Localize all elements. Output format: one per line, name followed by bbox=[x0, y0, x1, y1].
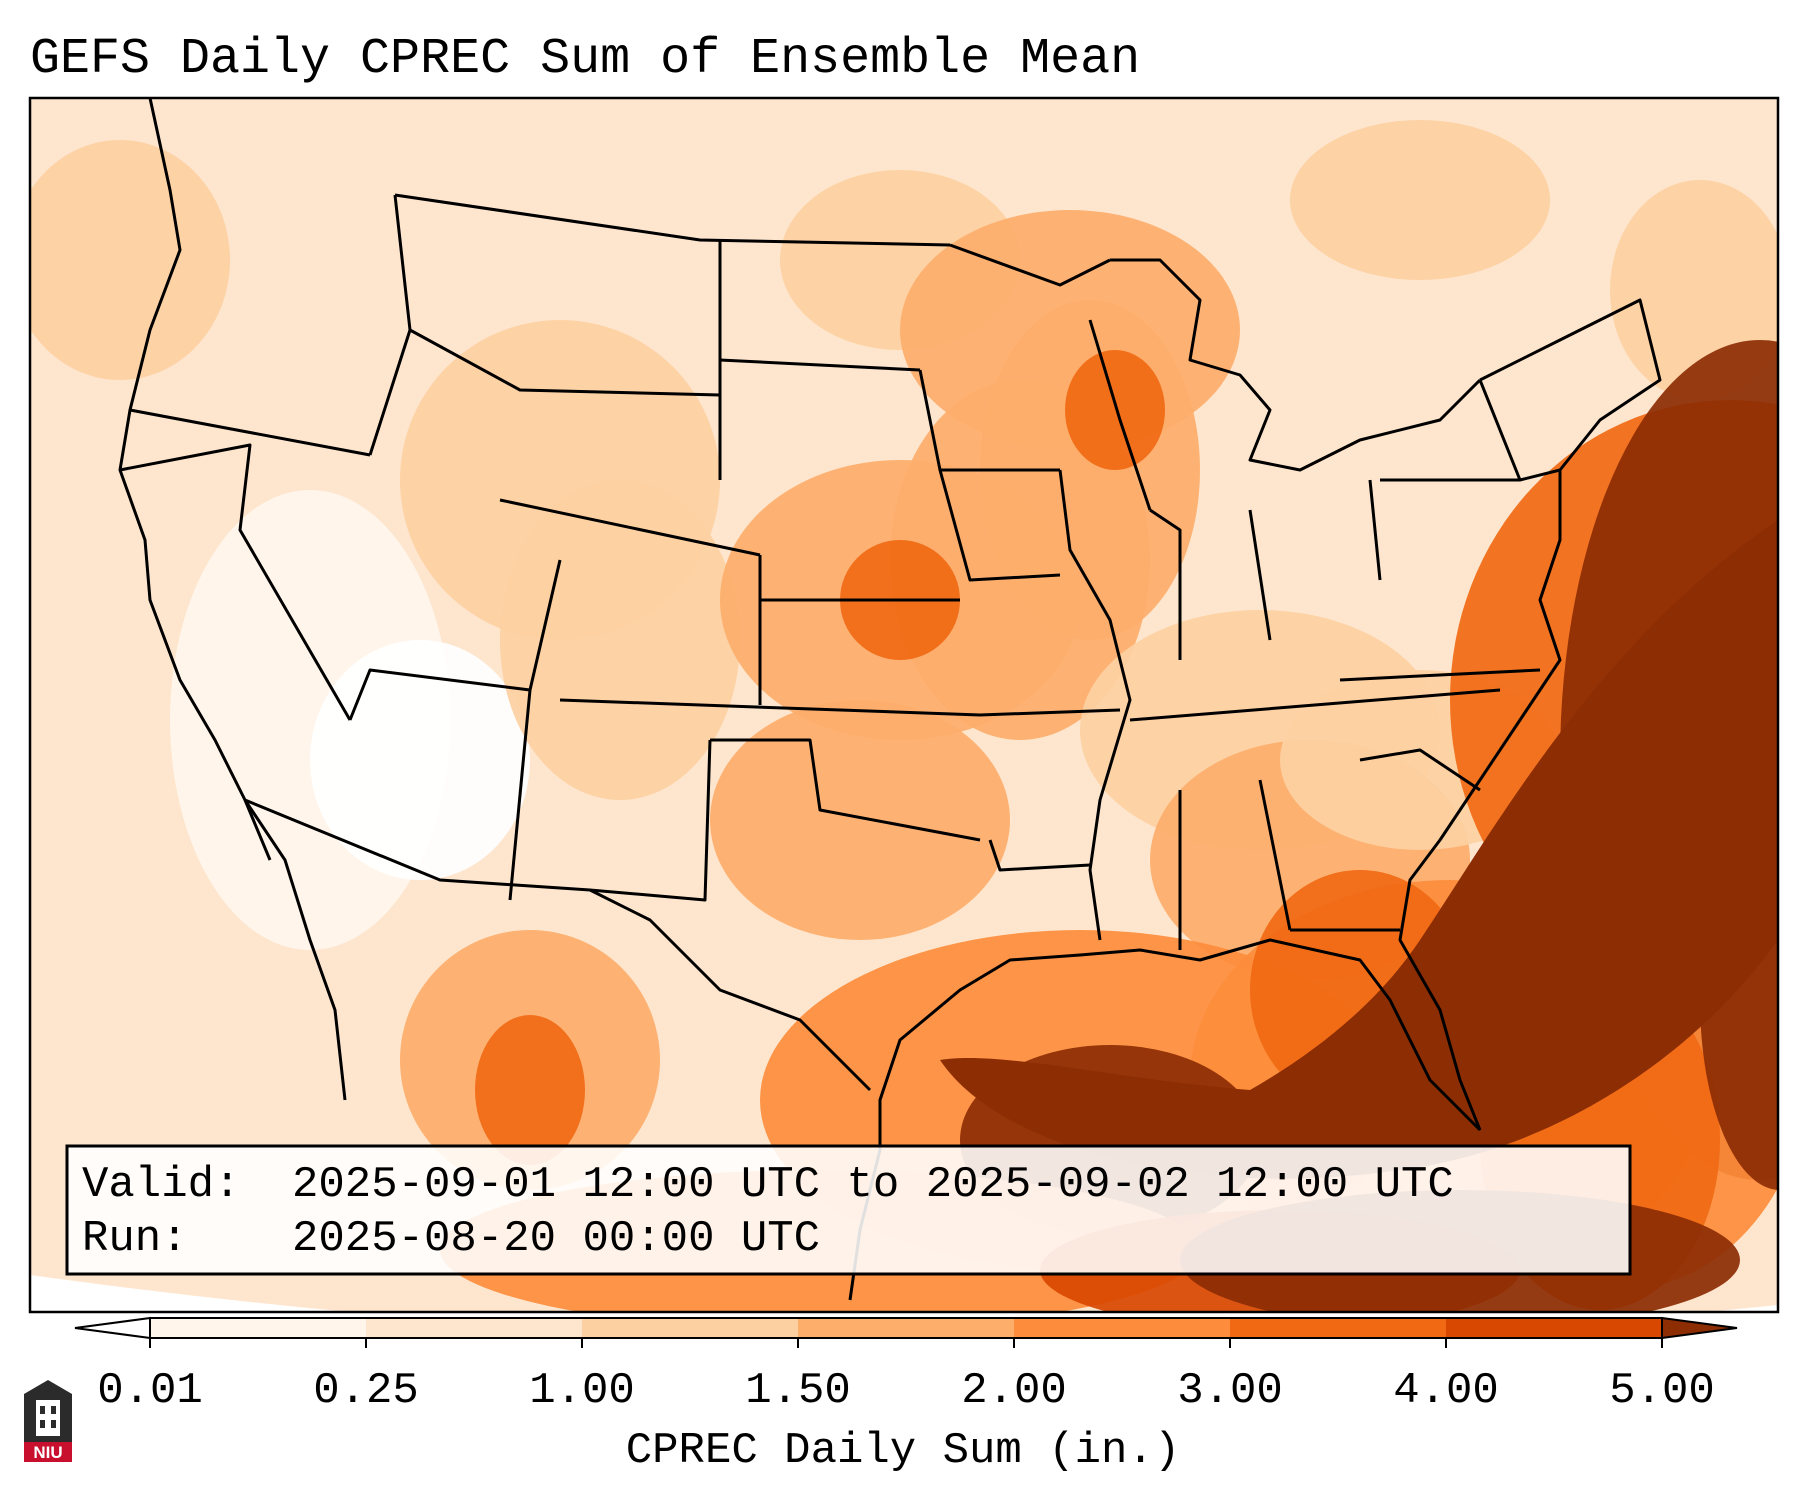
colorbar-tick-label: 5.00 bbox=[1609, 1366, 1715, 1416]
boundary-ks-ok bbox=[559, 698, 981, 717]
niu-logo: NIU bbox=[24, 1380, 72, 1462]
colorbar-tick-label: 1.50 bbox=[745, 1366, 851, 1416]
boundary-great-lakes bbox=[1110, 258, 1482, 472]
colorbar-frame bbox=[149, 1317, 1663, 1339]
boundary-al-ga bbox=[1258, 779, 1292, 931]
colorbar-segment bbox=[1014, 1318, 1231, 1338]
map-panel: Valid: 2025-09-01 12:00 UTC to 2025-09-0… bbox=[28, 96, 1780, 1314]
boundary-mo-ar bbox=[979, 708, 1121, 717]
boundary-mt-wy bbox=[409, 328, 721, 397]
colorbar: 0.01 0.25 1.00 1.50 2.00 3.00 4.00 5.00 bbox=[74, 1316, 1738, 1416]
boundary-ok-tx bbox=[710, 738, 981, 842]
boundary-sc-nc bbox=[1359, 748, 1481, 792]
boundary-va-nc bbox=[1339, 668, 1541, 682]
boundary-wy-co bbox=[499, 498, 761, 557]
boundary-mississippi bbox=[1058, 469, 1132, 941]
state-boundaries bbox=[118, 98, 1662, 1301]
boundary-in-oh bbox=[1248, 509, 1272, 641]
colorbar-label: CPREC Daily Sum (in.) bbox=[626, 1426, 1181, 1476]
boundary-ky-tn bbox=[1129, 688, 1501, 722]
boundary-coast-gulf bbox=[878, 938, 1482, 1150]
boundary-coast-atlantic bbox=[1398, 298, 1662, 1131]
colorbar-segment bbox=[1446, 1318, 1663, 1338]
colorbar-over-arrow bbox=[1661, 1316, 1738, 1340]
boundary-az-nm bbox=[508, 689, 532, 901]
niu-logo-banner bbox=[24, 1442, 72, 1462]
niu-logo-text: NIU bbox=[33, 1443, 62, 1462]
map-frame bbox=[28, 96, 1780, 1314]
colorbar-tick-label: 0.01 bbox=[97, 1366, 203, 1416]
boundary-canada-border-east bbox=[949, 243, 1111, 287]
boundary-nd-sd bbox=[719, 358, 921, 372]
run-time: 2025-08-20 00:00 UTC bbox=[292, 1214, 820, 1264]
info-box: Valid: 2025-09-01 12:00 UTC to 2025-09-0… bbox=[65, 1144, 1632, 1276]
boundary-or-ca-nv bbox=[119, 443, 352, 721]
niu-logo-tower bbox=[36, 1400, 60, 1436]
boundary-wi-mi bbox=[1088, 319, 1152, 511]
colorbar-segment bbox=[798, 1318, 1015, 1338]
boundary-ar-la bbox=[988, 839, 1091, 872]
colorbar-tick-label: 3.00 bbox=[1177, 1366, 1283, 1416]
run-label: Run: bbox=[82, 1214, 188, 1264]
colorbar-segment bbox=[582, 1318, 799, 1338]
boundary-coast-pacific bbox=[118, 98, 272, 861]
boundary-ia-mo bbox=[938, 469, 1061, 582]
boundary-nm-tx bbox=[589, 739, 712, 902]
boundary-canada-border-west bbox=[394, 193, 951, 247]
colorbar-tick-label: 1.00 bbox=[529, 1366, 635, 1416]
boundary-coast-baja bbox=[243, 799, 347, 1101]
valid-time-range: 2025-09-01 12:00 UTC to 2025-09-02 12:00… bbox=[292, 1160, 1454, 1210]
figure-title: GEFS Daily CPREC Sum of Ensemble Mean bbox=[30, 31, 1140, 88]
colorbar-under-arrow bbox=[74, 1316, 151, 1340]
boundary-il-in bbox=[1149, 508, 1182, 660]
boundary-mex-border bbox=[244, 798, 872, 1092]
colorbar-segment bbox=[150, 1318, 367, 1338]
valid-label: Valid: bbox=[82, 1160, 240, 1210]
colorbar-tick-label: 4.00 bbox=[1393, 1366, 1499, 1416]
colorbar-tick-label: 0.25 bbox=[313, 1366, 419, 1416]
colorbar-tick-label: 2.00 bbox=[961, 1366, 1067, 1416]
colorbar-segment bbox=[366, 1318, 583, 1338]
boundary-ut-az bbox=[348, 559, 562, 721]
boundary-oh-pa bbox=[1368, 479, 1382, 581]
boundary-wa-or bbox=[129, 408, 371, 457]
info-box-background bbox=[65, 1144, 1632, 1276]
colorbar-segment bbox=[1230, 1318, 1447, 1338]
